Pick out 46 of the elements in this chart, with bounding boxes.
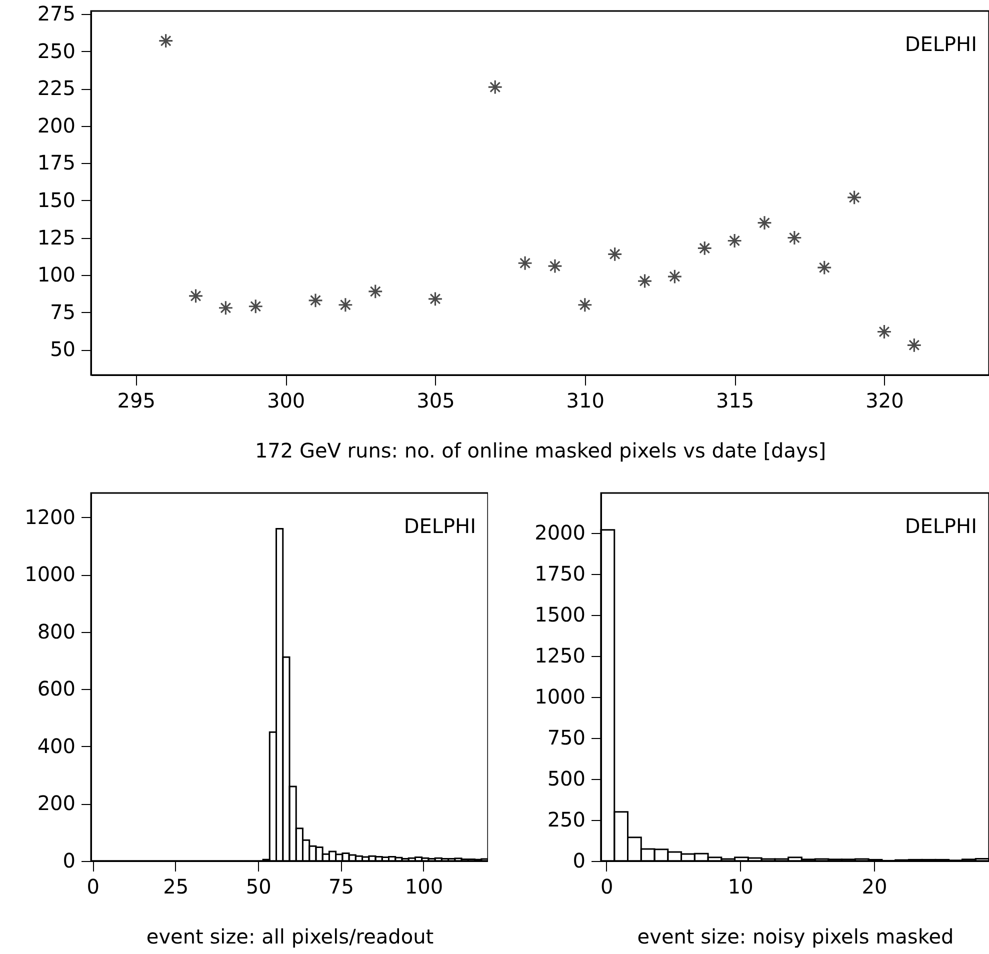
x-tick-label: 300 — [266, 388, 306, 412]
x-tick-label: 0 — [600, 874, 614, 898]
y-tick-label: 1000 — [24, 562, 76, 586]
y-tick-label: 800 — [37, 619, 76, 644]
y-tick-label: 0 — [572, 848, 586, 872]
y-tick-label: 1000 — [534, 684, 586, 709]
y-tick-label: 0 — [62, 848, 76, 872]
x-tick-label: 50 — [246, 874, 272, 898]
y-tick-label: 2000 — [534, 520, 586, 545]
x-tick-label: 75 — [328, 874, 354, 898]
x-tick-label: 315 — [716, 388, 754, 412]
y-tick-label: 100 — [37, 262, 76, 287]
y-tick-label: 1500 — [534, 602, 586, 627]
y-tick-label: 1750 — [534, 562, 586, 586]
y-tick-label: 1200 — [24, 504, 76, 529]
x-tick-label: 320 — [866, 388, 904, 412]
y-tick-label: 750 — [547, 726, 586, 750]
x-axis-title: event size: all pixels/readout — [146, 924, 434, 948]
y-tick-label: 50 — [50, 337, 76, 362]
annotation: DELPHI — [904, 32, 977, 56]
y-tick-label: 200 — [37, 113, 76, 138]
x-tick-label: 25 — [163, 874, 189, 898]
x-tick-label: 100 — [404, 874, 444, 898]
y-tick-label: 200 — [37, 791, 76, 816]
y-tick-label: 600 — [37, 676, 76, 701]
y-tick-label: 125 — [37, 225, 76, 250]
x-tick-label: 305 — [416, 388, 455, 412]
y-tick-label: 175 — [37, 150, 76, 175]
x-tick-label: 0 — [86, 874, 100, 898]
y-tick-label: 400 — [37, 734, 76, 758]
x-tick-label: 20 — [862, 874, 888, 898]
y-tick-label: 250 — [547, 808, 586, 832]
y-tick-label: 225 — [37, 76, 76, 100]
x-axis-title: 172 GeV runs: no. of online masked pixels vs date [days] — [254, 438, 826, 462]
y-tick-label: 250 — [37, 38, 76, 63]
y-tick-label: 150 — [37, 188, 76, 212]
x-axis-title: event size: noisy pixels masked — [637, 924, 954, 948]
annotation: DELPHI — [904, 514, 977, 538]
annotation: DELPHI — [404, 514, 476, 538]
x-tick-label: 310 — [566, 388, 604, 412]
x-tick-label: 295 — [117, 388, 156, 412]
y-tick-label: 1250 — [534, 644, 586, 668]
x-tick-label: 10 — [728, 874, 754, 898]
y-tick-label: 275 — [37, 1, 76, 26]
y-tick-label: 500 — [547, 766, 586, 791]
y-tick-label: 75 — [50, 300, 76, 324]
